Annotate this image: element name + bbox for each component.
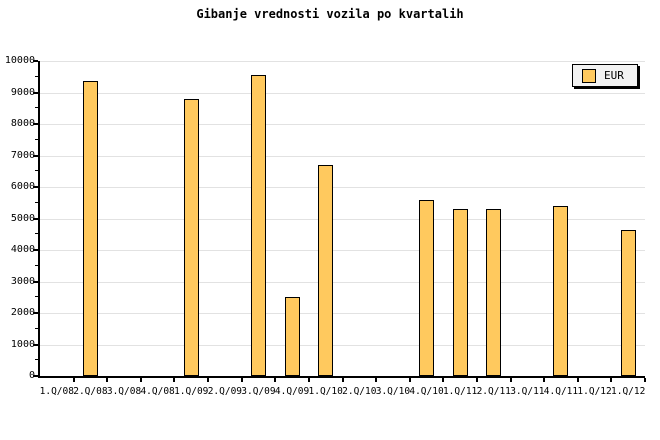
y-minor-tick: [35, 327, 38, 329]
y-major-tick: [33, 123, 38, 125]
y-tick-label: 9000: [10, 86, 35, 98]
x-tick-label: 2.Q/10: [342, 386, 377, 397]
bar-2.Q/11: [486, 209, 502, 376]
gridline: [40, 344, 645, 346]
bar-1.Q/12: [620, 229, 636, 376]
y-minor-tick: [35, 107, 38, 109]
y-major-tick: [33, 249, 38, 251]
legend-swatch-eur: [582, 68, 596, 83]
y-minor-tick: [35, 138, 38, 140]
y-tick-label: 8000: [10, 118, 35, 129]
x-tick: [307, 378, 310, 382]
y-major-tick: [33, 186, 38, 188]
x-tick: [375, 378, 378, 382]
x-tick: [173, 378, 176, 382]
y-minor-tick: [35, 170, 38, 172]
x-axis-line: [38, 376, 645, 378]
x-tick-label: 1.Q/09: [174, 386, 209, 397]
gridline: [40, 250, 645, 251]
x-tick: [509, 378, 512, 382]
bar-1.Q/09: [183, 98, 199, 376]
y-major-tick: [33, 60, 38, 62]
y-major-tick: [33, 312, 38, 314]
y-major-tick: [33, 217, 38, 220]
bar-3.Q/09: [250, 75, 266, 376]
x-tick: [610, 378, 613, 382]
bar-1.Q/10: [318, 164, 334, 376]
y-major-tick: [33, 280, 38, 283]
y-minor-tick: [35, 201, 38, 203]
x-tick-label: 4.Q/08: [140, 386, 175, 397]
gridline: [40, 61, 645, 62]
bar-4.Q/09: [284, 297, 300, 376]
x-tick-label: 1.Q/12: [577, 386, 612, 397]
x-tick: [106, 378, 109, 382]
y-tick-label: 7000: [10, 149, 35, 161]
x-tick-label: 1.Q/11: [442, 386, 478, 397]
x-tick-label: 3.Q/10: [375, 386, 411, 397]
x-tick-label: 1.Q/12: [611, 386, 646, 397]
x-tick-label: 3.Q/08: [106, 386, 142, 397]
y-minor-tick: [35, 264, 38, 266]
x-tick: [341, 378, 344, 382]
y-tick-label: 1000: [10, 338, 35, 350]
x-tick-label: 4.Q/09: [274, 386, 310, 397]
bar-2.Q/08: [82, 81, 98, 376]
x-tick-label: 1.Q/08: [39, 386, 74, 397]
y-minor-tick: [35, 75, 38, 77]
y-tick-label: 3000: [10, 275, 35, 287]
gridline: [40, 281, 645, 283]
x-tick-label: 4.Q/11: [543, 386, 579, 397]
x-tick: [475, 378, 478, 382]
gridline: [40, 218, 645, 220]
gridline: [40, 92, 645, 94]
x-tick-label: 3.Q/11: [510, 386, 545, 397]
x-tick-label: 2.Q/11: [476, 386, 511, 397]
y-major-tick: [33, 343, 38, 346]
legend-series-label: EUR: [604, 69, 624, 82]
y-minor-tick: [35, 359, 38, 361]
chart-title: Gibanje vrednosti vozila po kvartalih: [196, 7, 464, 21]
x-tick: [644, 378, 646, 382]
bar-4.Q/11: [553, 205, 569, 376]
gridline: [40, 124, 645, 125]
y-tick-label: 0: [28, 370, 35, 381]
bar-4.Q/10: [419, 199, 435, 376]
x-tick: [543, 378, 546, 382]
x-tick-label: 3.Q/09: [241, 386, 276, 397]
x-tick: [408, 378, 411, 382]
y-tick-label: 10000: [4, 55, 35, 66]
y-minor-tick: [35, 296, 38, 298]
x-tick-label: 2.Q/09: [207, 386, 243, 397]
x-tick: [240, 378, 243, 382]
y-axis-line: [38, 61, 40, 378]
x-tick: [72, 378, 75, 382]
y-tick-label: 2000: [10, 307, 35, 318]
gridline: [40, 187, 645, 188]
x-tick: [207, 378, 210, 382]
x-tick-label: 1.Q/10: [308, 386, 343, 397]
x-tick: [442, 378, 445, 382]
y-major-tick: [33, 154, 38, 157]
gridline: [40, 313, 645, 314]
y-tick-label: 6000: [10, 181, 35, 192]
y-major-tick: [33, 91, 38, 94]
y-major-tick: [33, 375, 38, 377]
x-tick: [274, 378, 277, 382]
y-tick-label: 4000: [10, 244, 35, 255]
x-tick-label: 4.Q/10: [409, 386, 444, 397]
bar-1.Q/11: [452, 209, 468, 376]
y-minor-tick: [35, 233, 38, 235]
y-tick-label: 5000: [10, 212, 35, 224]
x-tick-label: 2.Q/08: [73, 386, 108, 397]
gridline: [40, 155, 645, 157]
legend: EUR: [572, 64, 638, 87]
x-tick: [576, 378, 579, 382]
x-tick: [139, 378, 142, 382]
